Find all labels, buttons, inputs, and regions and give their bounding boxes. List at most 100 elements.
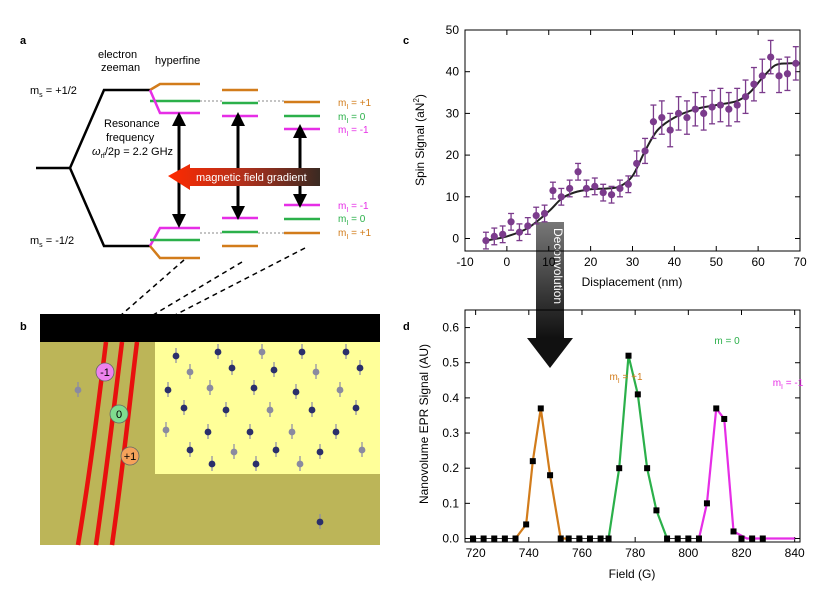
spin-icon [164,382,172,397]
chart-d-marker [529,458,536,465]
chart-d-ytick-label: 0.5 [442,356,459,370]
electron-label: electron [98,49,137,61]
chart-c-point [750,80,758,88]
chart-d-marker [713,405,720,412]
chart-c-point [741,93,750,101]
spin-icon [270,362,278,377]
chart-d-ticks: 720 740 760 780 800 820 840 0.0 0.1 0.2 0.3 0.4 0.5 0… [442,310,805,560]
resonance-slices [75,341,140,546]
chart-d-marker [523,521,530,528]
chart-d-marker [738,535,745,542]
panel-c: c -10 0 10 20 30 40 50 60 70 0 10 20 30 40 50 Displace… [403,23,807,289]
spin-icon [206,380,214,395]
spin-icon [292,384,300,399]
chart-d-ylabel: Nanovolume EPR Signal (AU) [417,344,431,504]
chart-d-xtick-label: 720 [466,546,486,560]
chart-c-point [532,211,540,220]
chart-c-point [783,70,792,78]
panel-d-letter: d [403,321,410,333]
chart-d-marker [759,535,766,542]
spin-icon [316,514,324,529]
chart-c-ytick-label: 30 [446,106,460,120]
chart-d-marker [685,535,692,542]
circle-0 [109,404,129,424]
chart-d-marker [730,528,737,535]
chart-c-point [616,184,624,193]
spin-icon [252,456,260,471]
chart-d-ytick-label: 0.6 [442,321,459,335]
spin-icon [204,424,212,439]
chart-d-series [472,355,795,540]
chart-c-point [607,191,616,199]
chart-c-point [633,159,641,168]
chart-c-point [507,218,515,226]
spin-icon [186,442,194,457]
chart-d-marker [721,415,728,422]
chart-c-ticks: -10 0 10 20 30 40 50 60 70 0 10 20 30 40 50 [446,23,807,269]
zeeman-splitting-lines [36,88,150,248]
chart-c-point [700,109,708,117]
chart-c-points [482,39,800,250]
panel-a-letter: a [20,35,27,47]
circle-plus1-label: +1 [124,451,137,463]
chart-d-xtick-label: 760 [572,546,592,560]
gradient-arrow [168,164,320,190]
chart-d-label-minus1: mI = -1 [773,378,804,391]
spin-icon [172,348,180,363]
circle-plus1 [120,446,140,466]
chart-d-marker [491,535,498,542]
spin-icon [228,360,236,375]
hf-top-magenta [148,89,200,115]
chart-c-point [641,147,649,155]
deconvolution-label: Deconvolution [551,228,565,304]
chart-c-ytick-label: 10 [446,190,460,204]
spin-icon [316,444,324,459]
panel-b-letter: b [20,321,27,333]
chart-d-marker [674,535,681,542]
chart-c-point [582,184,591,193]
chart-d-marker [695,535,702,542]
chart-d-marker [565,535,572,542]
chart-d-marker [537,405,544,412]
chart-d-marker [512,535,519,542]
chart-c-point [482,236,490,245]
chart-d-marker [703,500,710,507]
chart-d-frame [464,309,801,543]
chart-d-series-orange [514,408,569,540]
spin-icon [208,456,216,471]
chart-d-xtick-label: 820 [731,546,751,560]
chart-d-ytick-label: 0.2 [442,461,459,475]
chart-d-ytick-label: 0.4 [442,391,459,405]
chart-c-ytick-label: 40 [446,65,460,79]
spin-icon [308,402,316,417]
chart-c-point [775,72,783,80]
chart-c-ytick-label: 50 [446,23,460,37]
spin-icon [312,364,320,379]
chart-d-marker [480,535,487,542]
spin-icon [296,456,304,471]
chart-c-point [725,105,733,113]
chart-c-point [624,180,632,188]
spin-icon [186,364,194,379]
chart-d-xtick-label: 800 [678,546,698,560]
spin-icon [342,344,350,359]
circle-minus1 [95,362,115,382]
chart-d-marker [644,465,651,472]
chart-c-xtick-label: 50 [710,255,724,269]
chart-c-point [666,126,674,134]
spin-icon [250,380,258,395]
magnet-tip [40,314,380,342]
chart-d-label-0: m = 0 [714,336,740,347]
panel-d: d 720 740 760 780 800 820 840 0.0 0.1 0.2 0.3 0.4 0.… [403,309,805,581]
spin-icon [214,344,222,359]
spin-icon [266,402,274,417]
chart-d-ytick-label: 0.1 [442,496,459,510]
circle-minus1-label: -1 [100,367,110,379]
mi-top-labels: mI = +1 mI = 0 mI = -1 [338,98,372,138]
chart-d-marker [625,352,632,359]
chart-d-marker [634,391,641,398]
chart-c-xlabel: Displacement (nm) [582,275,683,289]
chart-c-point [549,186,557,195]
chart-d-xtick-label: 780 [625,546,645,560]
